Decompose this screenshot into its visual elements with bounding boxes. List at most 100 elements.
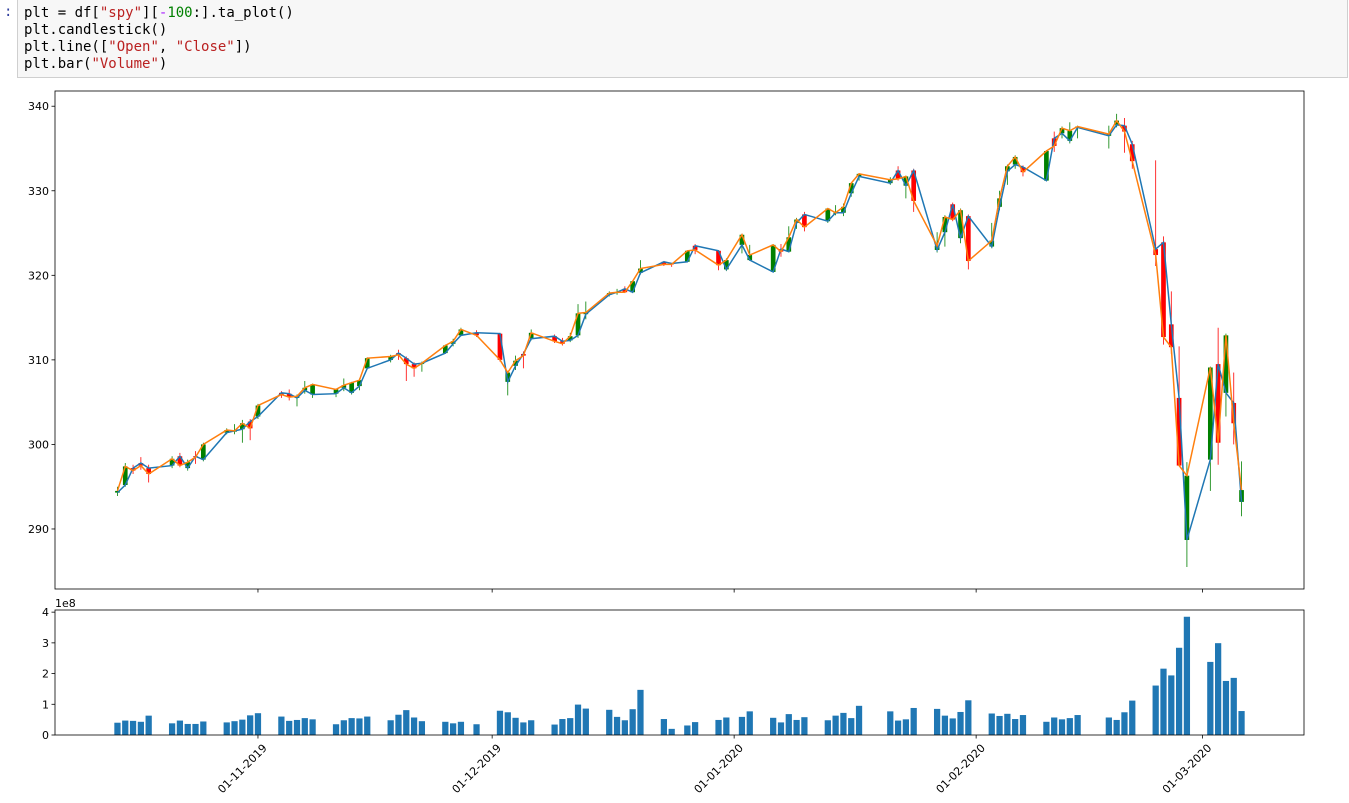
volume-bar xyxy=(1222,680,1230,735)
y-tick-label: 310 xyxy=(28,354,49,367)
volume-bar xyxy=(184,723,191,735)
candle-body xyxy=(942,216,948,233)
candle-body xyxy=(388,356,394,360)
candle-body xyxy=(825,208,831,222)
code-cell[interactable]: plt = df["spy"][-100:].ta_plot() plt.can… xyxy=(17,0,1348,78)
candle-body xyxy=(723,260,729,270)
candle-body xyxy=(1020,167,1026,173)
volume-bar xyxy=(278,716,285,735)
volume-bar xyxy=(442,721,449,735)
y-tick-label: 4 xyxy=(42,606,49,619)
candle-body xyxy=(169,458,175,466)
volume-bar xyxy=(723,717,730,735)
volume-bar xyxy=(902,719,910,735)
volume-bar xyxy=(293,719,301,735)
volume-bar xyxy=(621,720,628,735)
volume-bar xyxy=(340,720,347,735)
x-tick-label: 01-03-2020 xyxy=(1160,742,1214,796)
candle-body xyxy=(747,255,753,261)
volume-bar xyxy=(684,725,691,735)
volume-bar xyxy=(457,721,465,735)
candle-body xyxy=(997,198,1002,207)
candle-body xyxy=(1059,128,1065,134)
volume-bar xyxy=(848,718,855,735)
candle-body xyxy=(630,281,636,293)
volume-bar xyxy=(309,719,316,735)
y-offset-label: 1e8 xyxy=(55,597,76,610)
volume-bar xyxy=(528,720,535,735)
candle-body xyxy=(341,385,347,388)
volume-bar xyxy=(1058,719,1066,735)
candle-body xyxy=(958,210,963,239)
volume-bar xyxy=(496,710,504,735)
candle-body xyxy=(122,466,128,486)
volume-bar xyxy=(559,719,566,735)
volume-bar xyxy=(941,715,949,735)
volume-bar xyxy=(1160,668,1167,735)
candle-body xyxy=(411,364,417,369)
candle-body xyxy=(1231,402,1237,424)
volume-bar xyxy=(395,714,402,735)
volume-bar xyxy=(715,719,722,735)
candle-body xyxy=(887,179,893,184)
candle-body xyxy=(802,214,807,228)
code-line: plt.line(["Open", "Close"]) xyxy=(24,39,252,55)
candle-body xyxy=(848,183,854,194)
volume-bar xyxy=(129,720,137,735)
volume-bar xyxy=(770,717,777,735)
candle-body xyxy=(442,345,448,354)
y-tick-label: 330 xyxy=(28,185,49,198)
volume-bar xyxy=(746,711,753,735)
candle-body xyxy=(255,405,261,417)
x-tick-label: 01-11-2019 xyxy=(215,742,269,796)
candle-body xyxy=(138,463,144,466)
candle-body xyxy=(841,206,846,213)
volume-bar xyxy=(793,719,800,735)
volume-bar xyxy=(1121,712,1128,735)
candle-body xyxy=(903,176,909,186)
candle-body xyxy=(1122,125,1127,132)
candle-body xyxy=(1207,367,1213,460)
candle-body xyxy=(286,393,292,398)
close-line xyxy=(116,119,1243,492)
candle-body xyxy=(450,341,456,344)
candle-body xyxy=(638,268,643,273)
x-tick-label: 01-01-2020 xyxy=(692,742,746,796)
y-tick-label: 320 xyxy=(28,269,49,282)
volume-bar xyxy=(403,710,410,735)
volume-bar xyxy=(691,722,699,735)
candle-body xyxy=(567,336,573,341)
volume-bar xyxy=(738,716,746,735)
volume-bar xyxy=(1074,715,1081,735)
volume-bar xyxy=(1129,700,1136,735)
y-tick-label: 340 xyxy=(28,100,49,113)
volume-bar xyxy=(512,717,519,735)
candle-body xyxy=(1176,397,1182,466)
candle-body xyxy=(575,313,581,336)
volume-bar xyxy=(364,716,371,735)
candle-body xyxy=(513,360,518,366)
volume-bar xyxy=(1043,721,1050,735)
volume-bar xyxy=(785,714,792,735)
candle-body xyxy=(965,216,971,261)
candle-body xyxy=(458,329,464,336)
volume-bar xyxy=(231,721,238,735)
volume-bar xyxy=(613,716,621,735)
candle-body xyxy=(247,421,253,429)
candle-body xyxy=(200,444,206,460)
candle-body xyxy=(333,389,339,394)
candle-body xyxy=(1161,242,1166,338)
axes-frame xyxy=(54,90,1305,590)
volume-bar xyxy=(1051,717,1058,735)
candle-body xyxy=(552,336,557,342)
volume-bar xyxy=(168,723,176,735)
volume-bar xyxy=(1105,717,1112,735)
candle-body xyxy=(240,423,245,430)
candle-body xyxy=(1012,156,1018,165)
candle-body xyxy=(224,430,230,433)
volume-bar xyxy=(777,722,785,735)
volume-bar xyxy=(1152,685,1159,735)
candle-body xyxy=(497,333,503,360)
volume-bar xyxy=(801,717,808,735)
candle-body xyxy=(786,237,792,252)
